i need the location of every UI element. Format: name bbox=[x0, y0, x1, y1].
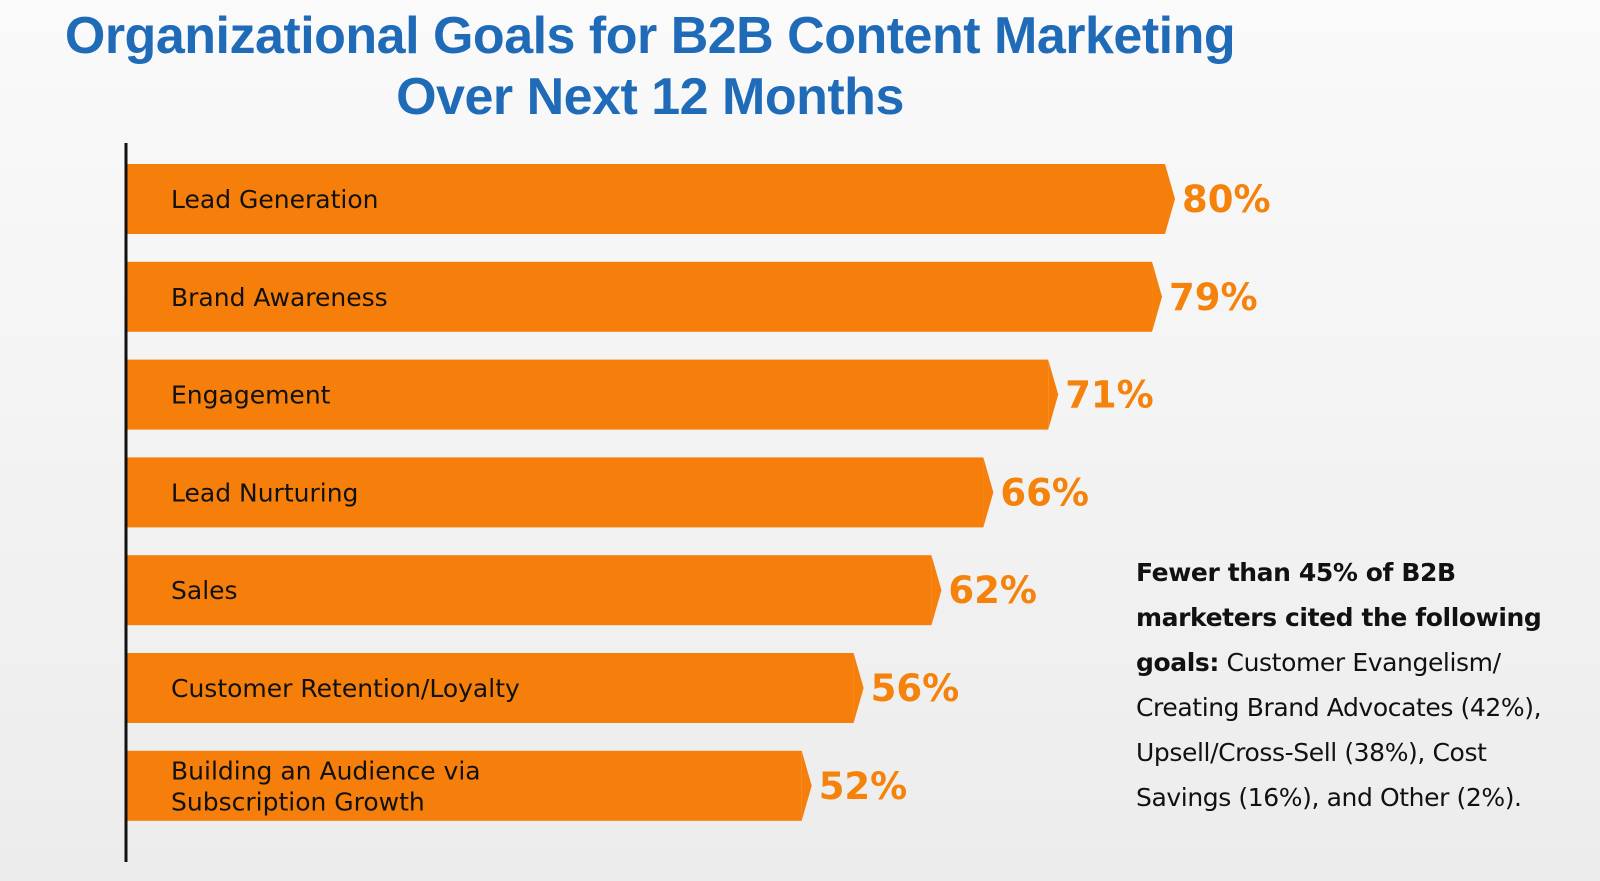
value-label-6: 56% bbox=[871, 667, 960, 710]
category-label-2: Brand Awareness bbox=[171, 283, 388, 312]
category-label-7-1: Building an Audience via bbox=[171, 756, 481, 785]
bar-tip-3 bbox=[1048, 359, 1059, 430]
chart-title-line-1: Organizational Goals for B2B Content Mar… bbox=[64, 7, 1236, 65]
value-label-3: 71% bbox=[1065, 374, 1154, 417]
category-label-5: Sales bbox=[171, 576, 238, 605]
chart-title: Organizational Goals for B2B Content Mar… bbox=[0, 6, 1300, 128]
bar-2 bbox=[127, 261, 1152, 332]
footnote-bold: Fewer than 45% of B2B marketers cited th… bbox=[1136, 558, 1542, 677]
bar-tip-6 bbox=[853, 653, 864, 723]
bar-tip-4 bbox=[983, 457, 994, 528]
value-label-5: 62% bbox=[948, 569, 1037, 612]
bar-tip-7 bbox=[801, 750, 812, 821]
footnote-text: Customer Evangelism/ Creating Brand Advo… bbox=[1136, 648, 1542, 812]
value-label-4: 66% bbox=[1000, 471, 1089, 514]
bar-1 bbox=[127, 164, 1165, 234]
footnote: Fewer than 45% of B2B marketers cited th… bbox=[1136, 550, 1576, 820]
category-label-1: Lead Generation bbox=[171, 185, 378, 214]
value-label-1: 80% bbox=[1182, 178, 1271, 221]
category-label-7-2: Subscription Growth bbox=[171, 787, 425, 816]
bar-tip-1 bbox=[1165, 164, 1175, 234]
bar-tip-5 bbox=[931, 555, 942, 626]
category-label-4: Lead Nurturing bbox=[171, 478, 358, 507]
category-label-3: Engagement bbox=[171, 381, 331, 410]
bar-tip-2 bbox=[1152, 261, 1163, 332]
bar-7 bbox=[127, 750, 802, 821]
bar-6 bbox=[127, 653, 854, 723]
chart-title-line-2: Over Next 12 Months bbox=[396, 68, 904, 126]
value-label-2: 79% bbox=[1169, 276, 1258, 319]
bar-5 bbox=[127, 555, 932, 626]
bar-3 bbox=[127, 359, 1049, 430]
category-label-6: Customer Retention/Loyalty bbox=[171, 674, 520, 703]
value-label-7: 52% bbox=[819, 765, 908, 808]
bar-4 bbox=[127, 457, 984, 528]
